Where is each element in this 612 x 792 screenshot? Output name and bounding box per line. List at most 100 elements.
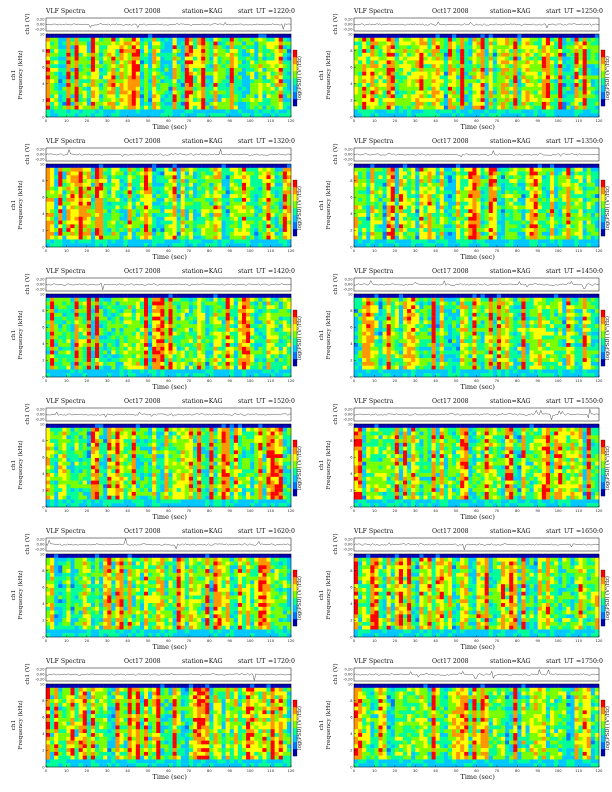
x-tick-label: 60 — [166, 119, 171, 123]
x-tick-label: 60 — [474, 639, 479, 643]
colorbar-segment — [601, 187, 605, 195]
colorbar-label: log(PSD) (V²/Hz) — [297, 316, 303, 360]
x-axis-label: Time (sec) — [152, 513, 187, 521]
colorbar-segment — [293, 208, 297, 216]
spectrogram-cells — [354, 34, 600, 118]
colorbar-segment — [601, 577, 605, 585]
y-tick-label: 8 — [350, 569, 353, 573]
colorbar-segment — [601, 222, 605, 230]
x-tick-label: 60 — [474, 379, 479, 383]
x-tick-label: 40 — [433, 639, 438, 643]
x-tick-label: 60 — [166, 509, 171, 513]
x-tick-label: 0 — [45, 639, 48, 643]
x-tick-label: 90 — [227, 509, 232, 513]
ts-tick-label: -0.20 — [343, 288, 353, 292]
header-station: station=KAG — [182, 138, 223, 145]
header-title: VLF Spectra — [354, 398, 394, 405]
timeseries-frame — [45, 407, 292, 422]
colorbar-segment — [293, 215, 297, 223]
x-tick-label: 110 — [267, 379, 275, 383]
colorbar-segment — [293, 584, 297, 592]
header-ut: UT — [256, 398, 266, 405]
x-axis-label: Time (sec) — [152, 253, 187, 261]
x-tick-label: 70 — [187, 509, 192, 513]
colorbar-segment — [293, 440, 297, 448]
x-tick-label: 50 — [146, 379, 151, 383]
x-tick-label: 110 — [575, 119, 583, 123]
colorbar-segment — [601, 310, 605, 318]
y-tick-label: 2 — [350, 619, 352, 623]
colorbar-segment — [293, 475, 297, 483]
x-tick-label: 90 — [227, 769, 232, 773]
spectrogram-ylabel: ch1 Frequency (kHz) — [319, 435, 333, 495]
colorbar-segment — [293, 482, 297, 490]
y-tick-label: 6 — [350, 326, 353, 330]
ylabel-line: Frequency (kHz) — [18, 179, 24, 230]
ts-tick-label: -0.20 — [35, 418, 45, 422]
y-tick-label: 2 — [42, 749, 44, 753]
y-tick-label: 10 — [348, 292, 353, 296]
timeseries-line — [45, 411, 291, 418]
spectrogram-ylabel: ch1 Frequency (kHz) — [11, 175, 25, 235]
ts-tick-label: 0.20 — [36, 278, 45, 282]
colorbar-label: log(PSD) (V²/Hz) — [297, 706, 303, 750]
colorbar-frame — [292, 49, 298, 107]
colorbar-segment — [601, 447, 605, 455]
y-tick-label: 0 — [42, 765, 45, 769]
y-tick-label: 4 — [42, 342, 45, 346]
x-tick-label: 0 — [353, 509, 356, 513]
y-tick-label: 8 — [42, 49, 45, 53]
colorbar-label: log(PSD) (V²/Hz) — [605, 316, 611, 360]
timeseries-ylabel: ch1 (V) — [333, 13, 339, 35]
x-tick-label: 70 — [495, 249, 500, 253]
x-axis-label: Time (sec) — [460, 123, 495, 131]
colorbar-segment — [293, 461, 297, 469]
x-tick-label: 0 — [45, 249, 48, 253]
header-start: start — [546, 8, 561, 15]
header-date: Oct17 2008 — [124, 138, 161, 145]
timeseries-ylabel: ch1 (V) — [25, 403, 31, 425]
header-start-time: =1750:0 — [576, 658, 603, 665]
header-start-time: =1550:0 — [576, 398, 603, 405]
ylabel-line: ch1 — [319, 459, 325, 470]
spectrogram-panel: VLF Spectra Oct17 2008 station=KAG start UT =… — [6, 398, 303, 524]
y-tick-label: 10 — [40, 32, 45, 36]
ts-tick-label: 0.00 — [36, 153, 45, 157]
y-tick-label: 10 — [40, 422, 45, 426]
ts-tick-label: 0.20 — [36, 408, 45, 412]
ylabel-line: ch1 — [11, 199, 17, 210]
y-tick-label: 0 — [42, 375, 45, 379]
x-tick-label: 90 — [535, 639, 540, 643]
y-tick-label: 4 — [42, 82, 45, 86]
colorbar-segment — [601, 359, 605, 367]
header-start: start — [546, 398, 561, 405]
colorbar-segment — [293, 317, 297, 325]
colorbar-segment — [293, 454, 297, 462]
colorbar-segment — [601, 194, 605, 202]
colorbar-segment — [601, 612, 605, 620]
x-axis-label: Time (sec) — [152, 773, 187, 781]
x-tick-label: 80 — [515, 119, 520, 123]
header-station: station=KAG — [490, 658, 531, 665]
x-tick-label: 90 — [227, 249, 232, 253]
x-tick-label: 100 — [555, 509, 563, 513]
y-tick-label: 6 — [350, 66, 353, 70]
x-tick-label: 110 — [267, 249, 275, 253]
header-station: station=KAG — [490, 138, 531, 145]
colorbar-segment — [601, 440, 605, 448]
spectrogram-panel: VLF Spectra Oct17 2008 station=KAG start UT =… — [6, 268, 303, 394]
colorbar-frame — [600, 49, 606, 107]
x-tick-label: 110 — [267, 769, 275, 773]
x-tick-label: 40 — [125, 639, 130, 643]
x-tick-label: 110 — [267, 509, 275, 513]
colorbar-segment — [601, 482, 605, 490]
y-tick-label: 8 — [42, 439, 45, 443]
header-start-time: =1620:0 — [268, 528, 295, 535]
x-tick-label: 50 — [454, 769, 459, 773]
timeseries-line — [353, 542, 600, 551]
colorbar-label: log(PSD) (V²/Hz) — [297, 56, 303, 100]
x-tick-label: 60 — [474, 119, 479, 123]
